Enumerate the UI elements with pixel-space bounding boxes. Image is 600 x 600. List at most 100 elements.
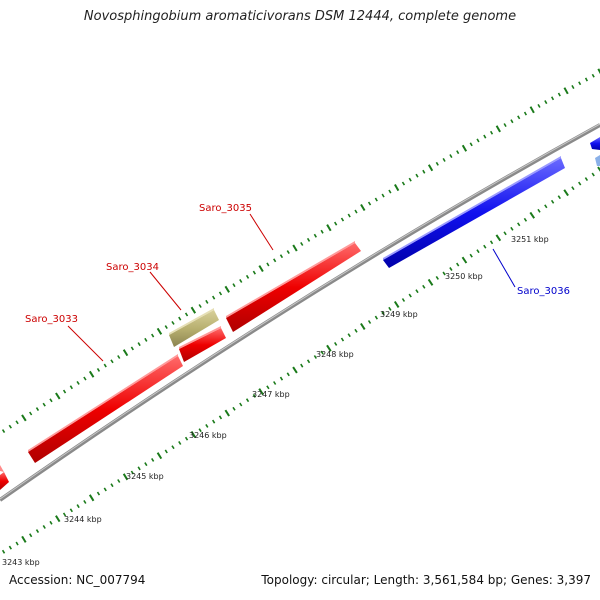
inner-tick-mark — [597, 166, 600, 172]
outer-tick-mark — [427, 164, 434, 172]
outer-tick-mark — [55, 392, 61, 400]
gene-saro-3036[interactable] — [383, 156, 565, 268]
outer-tick-mark — [62, 389, 67, 394]
outer-tick-mark — [122, 349, 129, 357]
inner-tick-mark — [300, 363, 304, 368]
outer-tick-mark — [151, 333, 155, 338]
inner-tick-mark — [544, 204, 548, 209]
inner-tick-mark — [334, 341, 338, 346]
inner-tick-mark — [266, 385, 270, 390]
outer-tick-mark — [550, 96, 555, 101]
outer-tick-mark — [15, 420, 19, 425]
outer-tick-mark — [340, 217, 345, 222]
inner-tick-mark — [218, 415, 223, 420]
gene-partial-left[interactable] — [0, 465, 9, 490]
inner-tick-mark — [164, 449, 168, 454]
gene-label-saro-3034[interactable]: Saro_3034 — [106, 262, 159, 273]
inner-tick-mark — [184, 436, 189, 441]
outer-tick-mark — [83, 376, 87, 381]
inner-tick-mark — [367, 320, 372, 324]
outer-tick-mark — [334, 221, 338, 226]
outer-tick-mark — [190, 306, 197, 314]
inner-tick-mark — [442, 271, 446, 276]
inner-tick-mark — [529, 211, 536, 219]
inner-tick-mark — [476, 249, 480, 254]
inner-tick-mark — [292, 366, 298, 374]
outer-tick-mark — [347, 213, 351, 218]
inner-tick-track — [1, 166, 600, 554]
genome-summary-text: Topology: circular; Length: 3,561,584 bp… — [261, 573, 591, 587]
gene-label-saro-3035[interactable]: Saro_3035 — [199, 203, 252, 214]
outer-tick-mark — [367, 201, 372, 206]
outer-tick-mark — [469, 142, 473, 147]
inner-tick-mark — [83, 499, 87, 504]
inner-tick-mark — [137, 466, 141, 471]
outer-tick-mark — [224, 285, 230, 293]
inner-tick-mark — [55, 515, 61, 523]
scale-label: 3247 kbp — [252, 390, 290, 399]
outer-tick-mark — [326, 224, 332, 232]
outer-tick-mark — [597, 68, 600, 75]
outer-tick-mark — [529, 106, 535, 114]
scale-label: 3244 kbp — [64, 515, 102, 524]
inner-tick-mark — [591, 172, 595, 177]
inner-tick-mark — [461, 256, 468, 264]
outer-tick-mark — [292, 244, 298, 252]
outer-tick-mark — [103, 363, 107, 368]
outer-tick-mark — [503, 123, 507, 128]
outer-tick-mark — [258, 265, 264, 273]
inner-tick-mark — [469, 253, 473, 258]
inner-tick-mark — [103, 487, 107, 492]
gene-saro-3035[interactable] — [226, 241, 361, 332]
inner-tick-mark — [340, 337, 345, 342]
scale-label: 3251 kbp — [511, 235, 549, 244]
outer-tick-mark — [212, 295, 216, 300]
outer-tick-mark — [239, 278, 243, 283]
outer-tick-mark — [29, 411, 33, 416]
inner-tick-mark — [374, 315, 378, 320]
outer-tick-mark — [449, 154, 453, 159]
gene-label-saro-3036[interactable]: Saro_3036 — [517, 286, 570, 297]
outer-tick-mark — [205, 299, 209, 304]
genome-backbone-highlight — [0, 123, 600, 500]
outer-tick-mark — [415, 173, 419, 178]
inner-tick-mark — [286, 372, 290, 377]
outer-tick-mark — [144, 337, 148, 342]
outer-tick-mark — [388, 189, 392, 194]
gene-saro-3034[interactable] — [179, 326, 226, 362]
outer-tick-mark — [110, 359, 114, 364]
inner-tick-mark — [388, 306, 392, 311]
gene-label-saro-3033[interactable]: Saro_3033 — [25, 314, 78, 325]
outer-tick-mark — [69, 385, 73, 390]
outer-tick-mark — [510, 119, 514, 124]
outer-tick-mark — [1, 429, 6, 434]
genome-backbone — [0, 123, 600, 502]
outer-tick-mark — [354, 209, 358, 214]
leader-saro-3034 — [149, 271, 182, 311]
inner-tick-mark — [563, 189, 569, 197]
inner-tick-mark — [401, 298, 406, 302]
inner-tick-mark — [523, 217, 528, 222]
outer-tick-mark — [360, 203, 366, 212]
inner-tick-mark — [354, 328, 358, 333]
inner-tick-mark — [35, 529, 40, 534]
outer-tick-mark — [76, 380, 80, 385]
scale-label: 3249 kbp — [380, 310, 418, 319]
outer-tick-mark — [198, 304, 202, 308]
outer-tick-mark — [96, 367, 101, 372]
inner-tick-mark — [408, 293, 412, 298]
inner-tick-mark — [258, 388, 264, 396]
feature-tan[interactable] — [169, 308, 219, 347]
scale-label: 3243 kbp — [2, 558, 40, 567]
gene-partial-right[interactable] — [590, 137, 600, 166]
outer-tick-mark — [489, 130, 494, 135]
outer-tick-mark — [374, 197, 378, 202]
gene-saro-3033[interactable] — [28, 354, 183, 463]
inner-tick-mark — [239, 402, 243, 407]
outer-tick-mark — [523, 111, 528, 116]
outer-tick-mark — [252, 270, 256, 275]
inner-tick-mark — [245, 398, 250, 403]
scale-label: 3248 kbp — [316, 350, 354, 359]
inner-tick-mark — [320, 350, 324, 355]
